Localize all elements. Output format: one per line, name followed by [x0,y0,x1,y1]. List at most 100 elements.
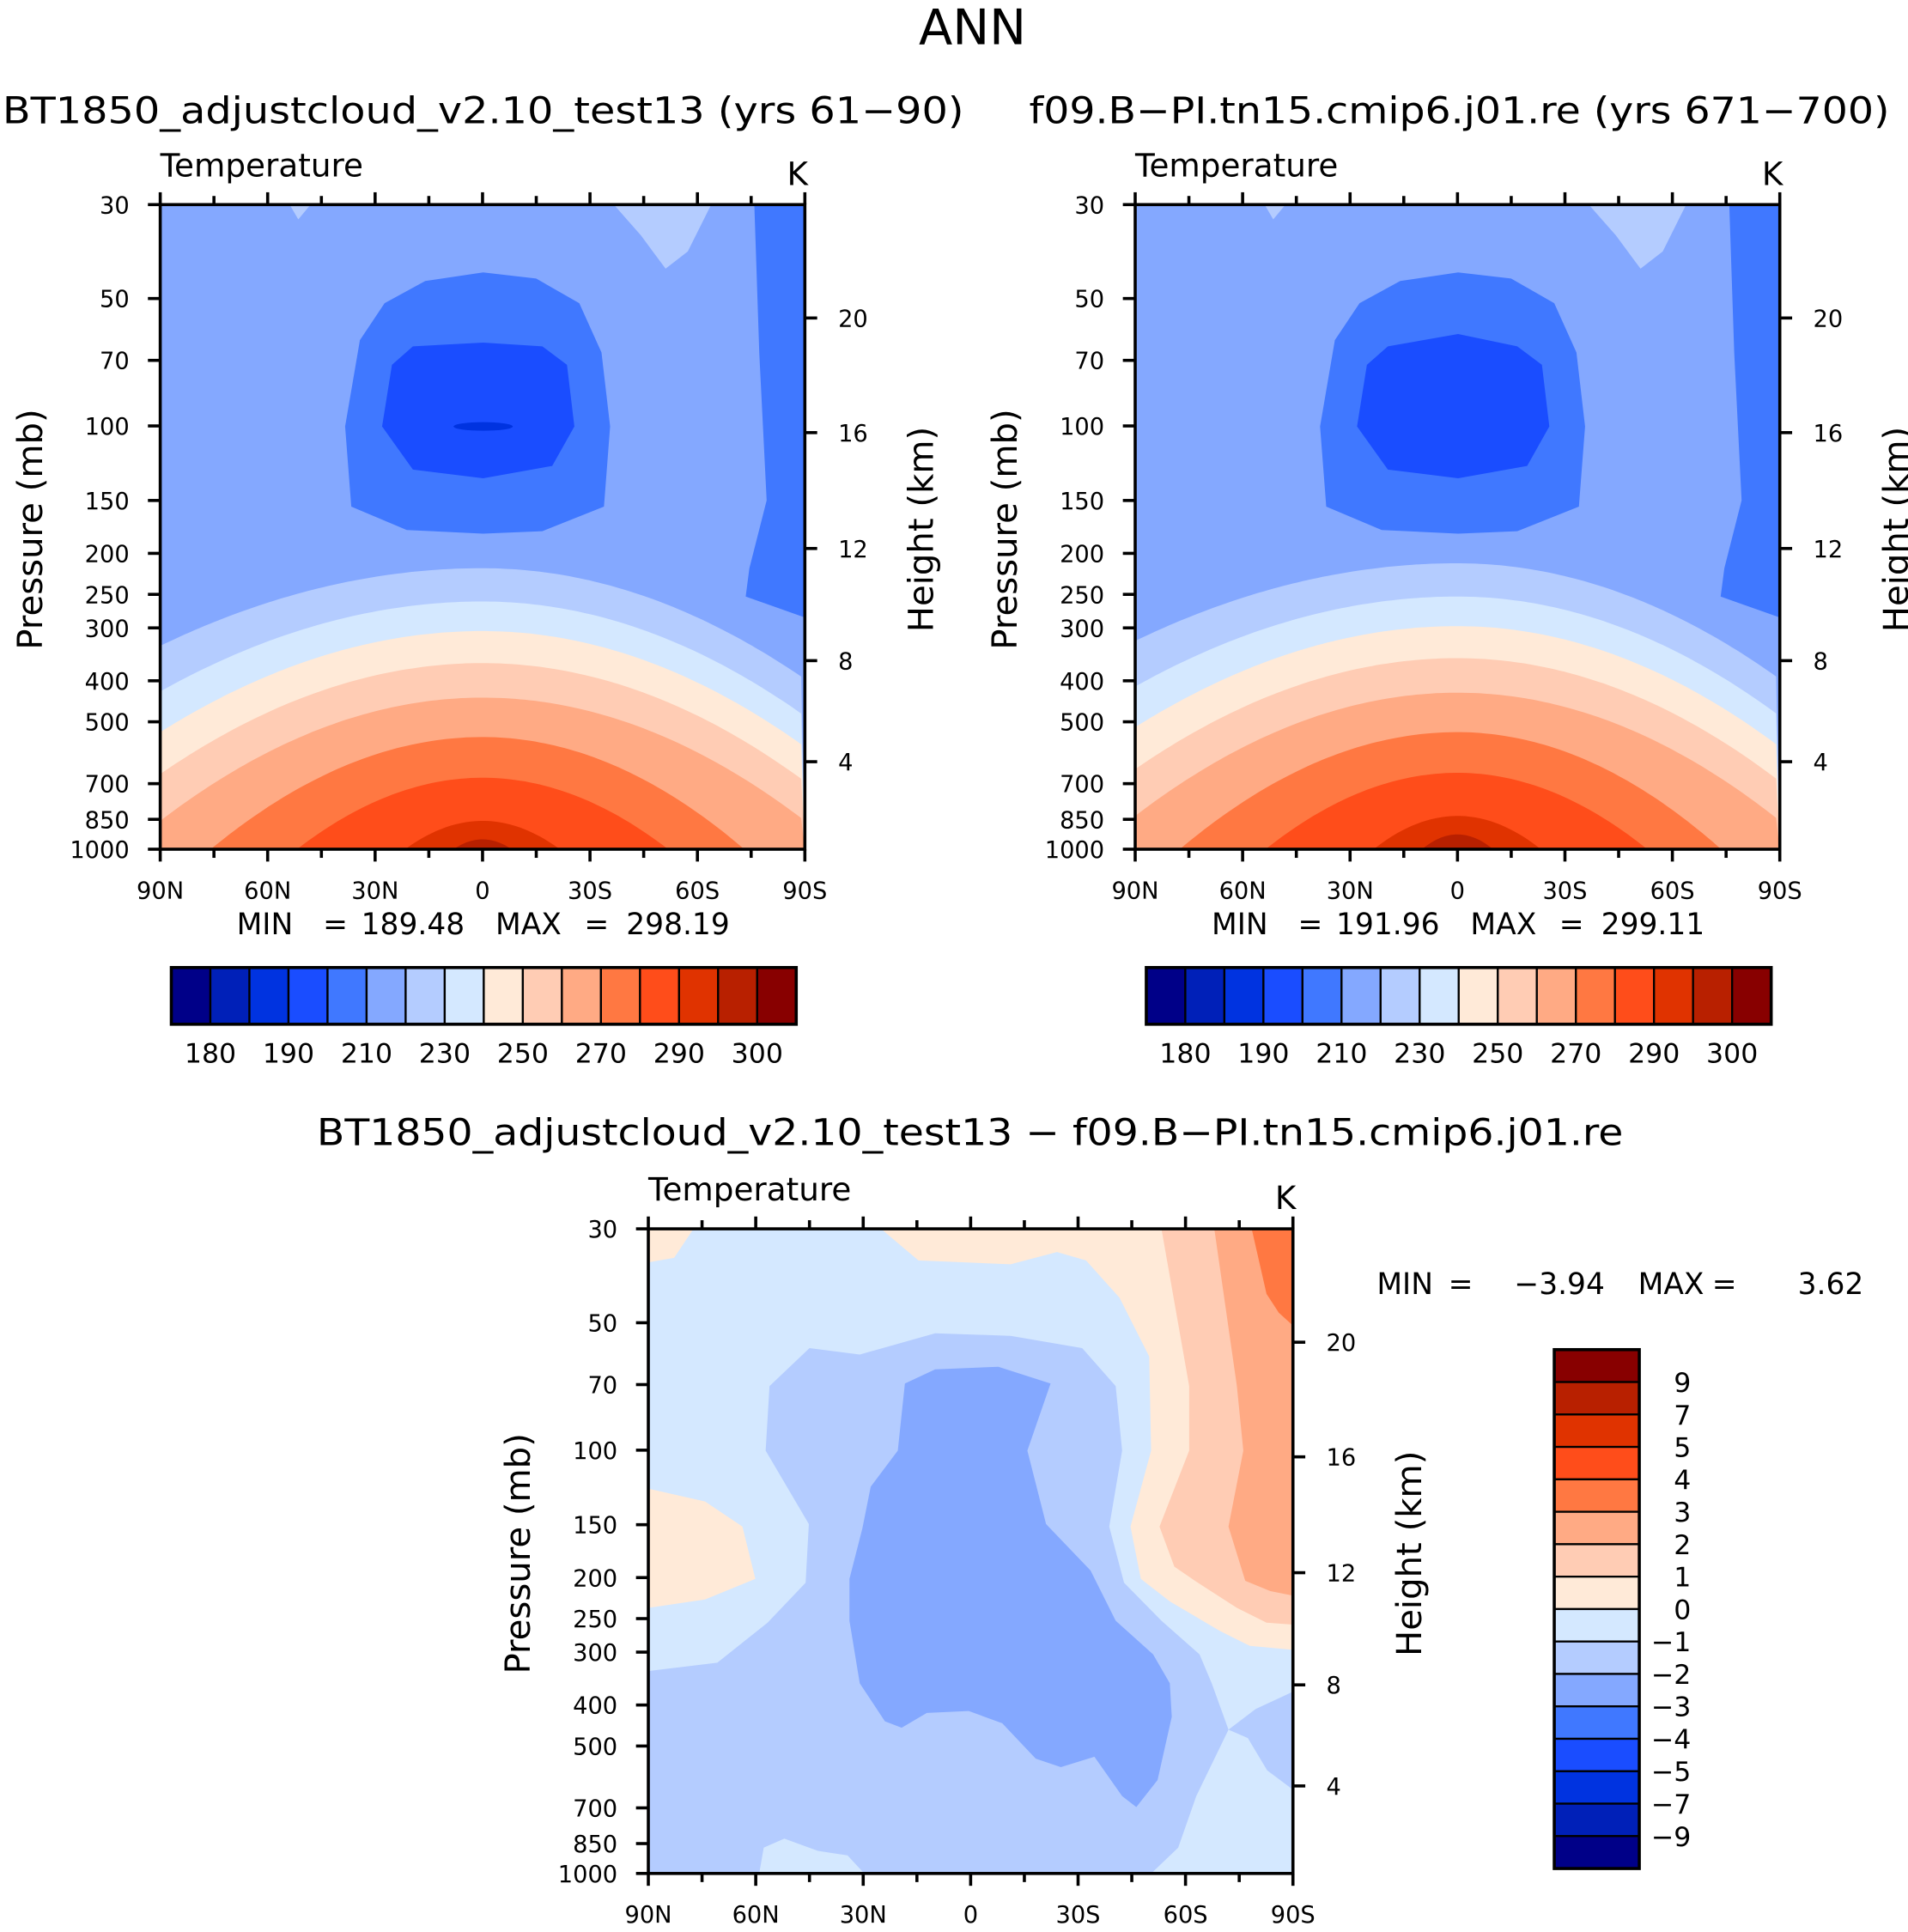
x-tick-label: 90S [1758,878,1802,904]
contour-220-230-top [613,204,712,269]
contour-190-200-core [381,343,574,478]
max-eq: = [1559,908,1584,942]
y-tick-label: 100 [85,414,130,440]
colorbar-box [1223,966,1265,1025]
height-tick-label: 4 [1326,1774,1340,1801]
contour-3-4 [1251,1229,1293,1326]
contour-minus1-0-surface [759,1838,865,1874]
colorbar-box [1553,1835,1641,1870]
colorbar-box [483,966,525,1025]
main-title: ANN [919,0,1026,57]
y-tick-label: 150 [1060,489,1104,515]
min-label: MIN [1212,908,1268,942]
colorbar-box [1535,966,1577,1025]
colorbar-label: −1 [1651,1627,1692,1658]
colorbar-label: −9 [1651,1822,1692,1853]
panel1-title: BT1850_adjustcloud_v2.10_test13 (yrs 61−… [3,90,964,133]
colorbar-box [1379,966,1421,1025]
height-tick-label: 16 [838,421,868,447]
colorbar-box [1553,1510,1641,1546]
colorbar-box [1553,1673,1641,1708]
colorbar-box [365,966,407,1025]
y-tick-label: 700 [573,1796,617,1823]
min-max-readout: MIN = 191.96 MAX = 299.11 [1212,908,1704,942]
colorbar-frame [169,966,799,1026]
y-tick-label: 150 [573,1513,617,1540]
max-eq: = [1712,1267,1737,1302]
height-tick-label: 4 [1813,750,1827,776]
x-tick-label: 30N [351,878,398,904]
colorbar-box [1553,1543,1641,1578]
y-tick-label: 250 [573,1607,617,1633]
x-tick-label: 90N [1111,878,1158,904]
max-value: 298.19 [626,908,729,942]
min-max-readout: MIN = 189.48 MAX = 298.19 [237,908,730,942]
contour-band [1265,773,1648,849]
colorbar-label: 230 [419,1038,471,1069]
colorbar-label: 1 [1674,1563,1691,1594]
min-eq: = [1449,1267,1474,1302]
contour-field [648,1229,1293,1874]
colorbar-label: −7 [1651,1789,1692,1820]
colorbar-box [1613,966,1656,1025]
x-tick-label: 0 [475,878,489,904]
colorbar-label: 250 [497,1038,549,1069]
colorbar-box [326,966,368,1025]
contour-minus3-minus2 [849,1366,1172,1807]
colorbar-label: 190 [1237,1038,1289,1069]
max-eq: = [584,908,609,942]
colorbar-label: 190 [263,1038,314,1069]
contour-220-230-top [1589,204,1686,269]
colorbar-label: 3 [1674,1498,1691,1528]
x-tick-label: 90N [137,878,184,904]
panel-difference-temperature: 90N 60N 30N 0 30S 60S 90S305070100150200250300… [499,1170,1863,1929]
height-tick-label: 16 [1326,1445,1356,1472]
colorbar-box [248,966,290,1025]
contour-220-230-top [289,204,311,220]
height-tick-label: 8 [838,648,853,675]
y-tick-label: 300 [85,616,130,642]
y-tick-label: 400 [1060,669,1104,696]
x-tick-label: 60N [732,1902,780,1929]
plot-area: 90N 60N 30N 0 30S 60S 90S 30 50 70 100 150 200 250 300… [986,146,1908,904]
contour-200-210-south-pole [745,204,805,618]
y-right-axis-label: Height (km) [902,427,942,632]
contour-0-1 [648,1229,694,1263]
x-tick-label: 0 [1450,878,1465,904]
colorbar-label: 210 [341,1038,392,1069]
min-value: −3.94 [1514,1267,1605,1302]
x-tick-label: 30S [1055,1902,1100,1929]
y-tick-label: 1000 [558,1862,617,1888]
x-tick-label: 90S [1271,1902,1316,1929]
contour-190-200-core [1357,333,1550,478]
x-tick-label: 90N [624,1902,671,1929]
contour-200-210-south-pole [1720,204,1780,618]
height-tick-label: 16 [1813,421,1843,447]
contour-minus1-0-south [1151,1729,1293,1874]
x-tick-label: 90S [782,878,827,904]
variable-label: Temperature [1134,146,1338,184]
colorbar-box [1553,1607,1641,1643]
y-tick-label: 50 [100,287,130,313]
colorbar-box [1553,1802,1641,1838]
y-right-axis-label: Height (km) [1877,427,1908,632]
colorbar-box [678,966,720,1025]
y-tick-label: 50 [587,1311,617,1338]
colorbar-box [521,966,563,1025]
y-axis-label: Pressure (mb) [11,409,51,649]
variable-label: Temperature [160,146,363,184]
colorbar-label: 210 [1316,1038,1367,1069]
y-tick-label: 150 [85,489,130,515]
colorbar-box [1457,966,1499,1025]
height-tick-label: 8 [1326,1673,1340,1699]
colorbar-box [1553,1381,1641,1416]
min-label: MIN [237,908,294,942]
contour-220-230-top [1264,204,1286,220]
y-tick-label: 30 [100,192,130,219]
colorbar-box [209,966,251,1025]
x-tick-label: 30N [840,1902,887,1929]
y-tick-label: 1000 [70,837,129,864]
colorbar-label: 4 [1674,1465,1691,1496]
y-tick-label: 500 [573,1734,617,1760]
